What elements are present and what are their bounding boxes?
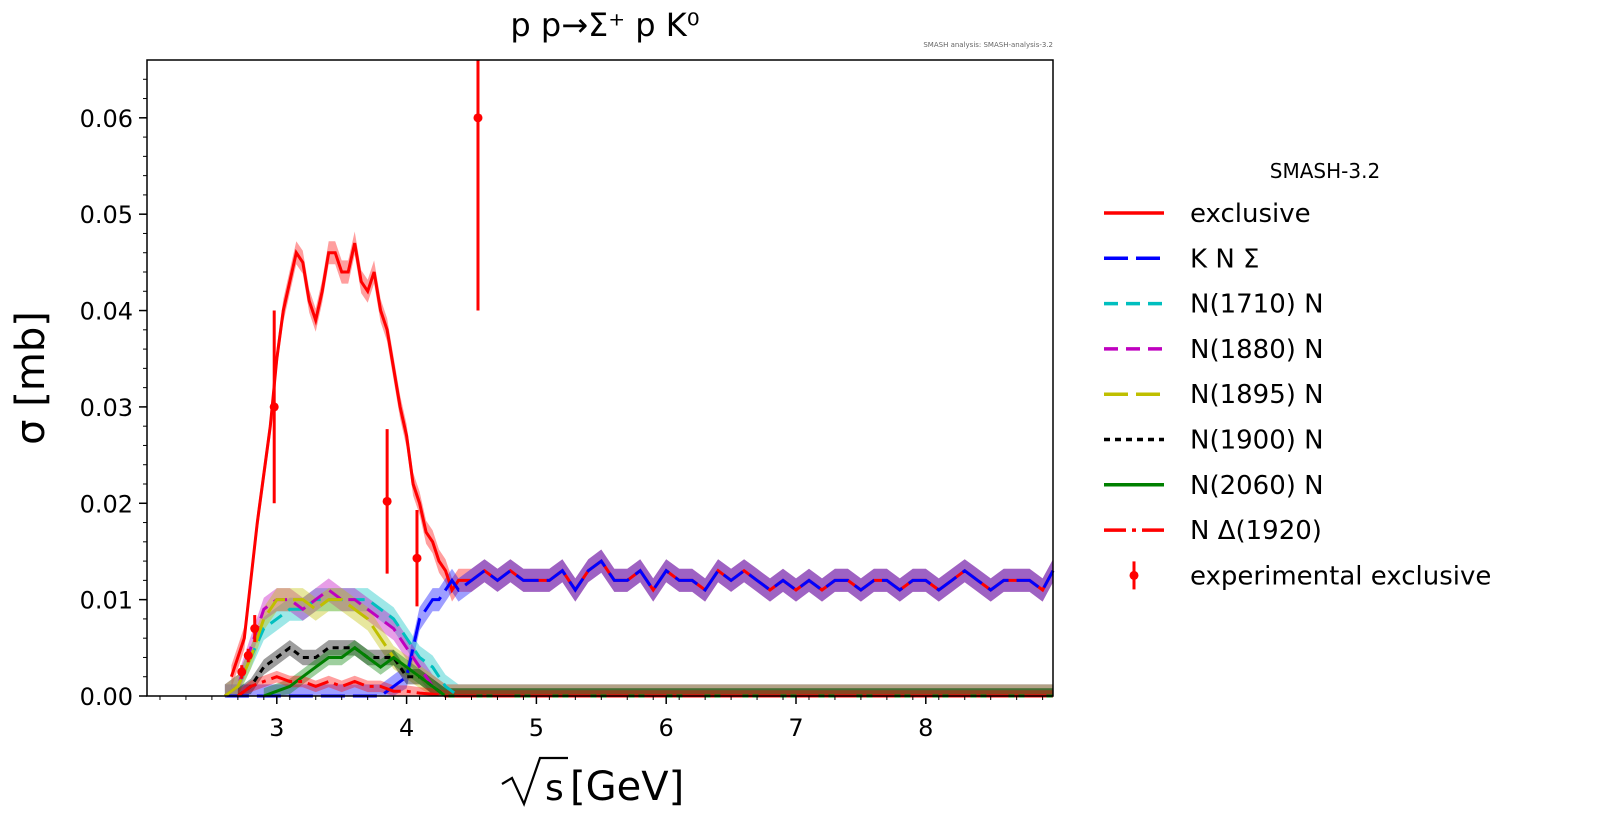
legend-label-exp: experimental exclusive	[1190, 561, 1491, 591]
x-axis-label-radicand: s	[545, 768, 564, 809]
legend-label-7: N Δ(1920)	[1190, 516, 1322, 546]
series-3-band	[224, 578, 1053, 696]
x-axis-label: s [GeV]	[501, 756, 684, 810]
y-tick-label: 0.00	[80, 683, 133, 711]
exp-point-2	[250, 624, 260, 634]
series-6-band	[263, 640, 1053, 696]
series-2-band	[224, 588, 1053, 696]
y-axis-label: σ [mb]	[8, 311, 54, 445]
series-lines	[224, 242, 1055, 698]
exp-point-3	[269, 402, 279, 412]
x-tick-label: 8	[918, 714, 933, 742]
legend-exp-marker	[1129, 570, 1139, 580]
y-axis: 0.00 0.01 0.02 0.03 0.04 0.05 0.06	[80, 78, 147, 711]
x-axis: 3 4 5 6 7 8	[159, 696, 1044, 742]
series-1-line	[224, 558, 1055, 698]
exp-point-4	[382, 496, 392, 506]
y-tick-label: 0.03	[80, 394, 133, 422]
x-tick-label: 7	[788, 714, 803, 742]
x-tick-label: 6	[659, 714, 674, 742]
series-7-band	[237, 670, 1053, 696]
legend-label-5: N(1900) N	[1190, 426, 1324, 456]
y-tick-label: 0.06	[80, 105, 133, 133]
experimental-points	[237, 60, 483, 679]
series-7-line	[237, 675, 1053, 698]
exp-point-0	[237, 667, 247, 677]
legend-label-6: N(2060) N	[1190, 471, 1324, 501]
y-tick-label: 0.01	[80, 587, 133, 615]
x-tick-label: 3	[269, 714, 284, 742]
legend-label-1: K N Σ	[1190, 244, 1259, 274]
y-tick-label: 0.02	[80, 490, 133, 518]
x-tick-label: 4	[399, 714, 414, 742]
watermark: SMASH analysis: SMASH-analysis-3.2	[923, 41, 1053, 49]
legend: SMASH-3.2 exclusive K N Σ N(1710) N N(1880)…	[1104, 159, 1491, 591]
chart-title: p p→Σ⁺ p K⁰	[510, 6, 699, 44]
series-4-band	[224, 588, 1053, 696]
exp-point-6	[473, 113, 483, 123]
y-tick-label: 0.05	[80, 201, 133, 229]
legend-label-4: N(1895) N	[1190, 380, 1324, 410]
y-tick-label: 0.04	[80, 298, 133, 326]
exp-point-5	[412, 553, 422, 563]
legend-title: SMASH-3.2	[1270, 159, 1380, 183]
legend-label-2: N(1710) N	[1190, 290, 1324, 320]
series-6-line	[263, 645, 1053, 698]
title-group: p p→Σ⁺ p K⁰ SMASH analysis: SMASH-analys…	[510, 6, 1053, 49]
x-tick-label: 5	[529, 714, 544, 742]
legend-label-0: exclusive	[1190, 199, 1311, 229]
series-1-band	[224, 549, 1053, 696]
sqrt-symbol	[501, 756, 568, 807]
plot-frame	[146, 59, 1054, 697]
series-bands	[224, 231, 1053, 696]
x-axis-label-unit: [GeV]	[570, 764, 684, 810]
exp-point-1	[243, 651, 253, 661]
plot-area	[224, 60, 1055, 698]
series-0-band	[231, 231, 1053, 689]
legend-label-3: N(1880) N	[1190, 335, 1324, 365]
